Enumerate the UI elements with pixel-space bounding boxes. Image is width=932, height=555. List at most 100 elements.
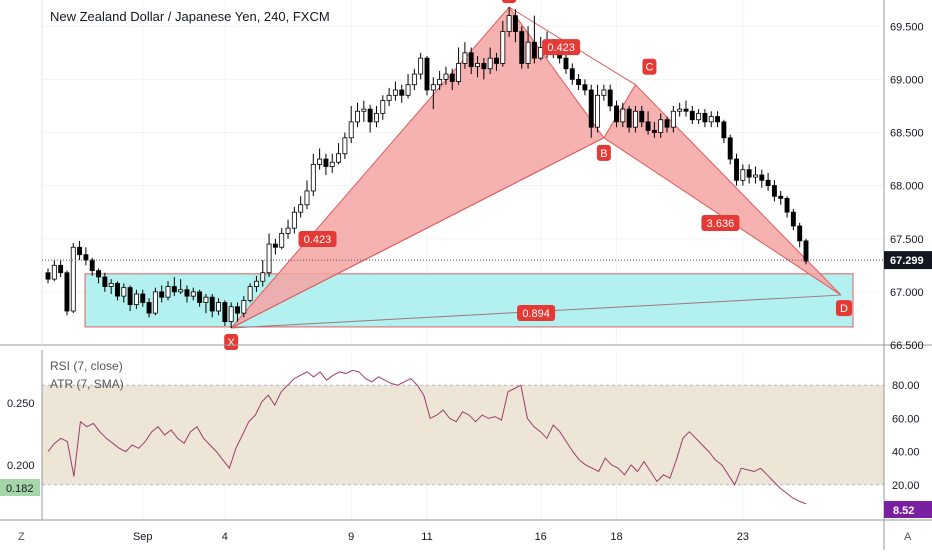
candle-body — [241, 299, 247, 314]
atr-axis-label: 0.250 — [7, 398, 35, 410]
price-axis-label: 67.500 — [890, 234, 924, 246]
candle-body — [664, 119, 670, 128]
candle-body — [51, 264, 57, 280]
candle-body — [115, 282, 120, 297]
candle-body — [525, 41, 531, 64]
candle-body — [329, 161, 335, 167]
candle-body — [348, 121, 354, 139]
point-label-d: D — [840, 303, 848, 315]
point-label-c: C — [645, 62, 653, 74]
candle-body — [576, 78, 582, 86]
xb-line — [230, 137, 605, 329]
candle-body — [715, 116, 721, 123]
candle-body — [266, 243, 272, 274]
candle-body — [437, 78, 443, 86]
candle-body — [734, 158, 739, 181]
candle-body — [89, 259, 95, 272]
point-label-b-bg — [596, 144, 611, 161]
candle-body — [140, 293, 146, 303]
candle-body — [216, 302, 222, 312]
candle-body — [298, 204, 304, 213]
candle-body — [399, 89, 405, 96]
candle-body — [487, 57, 493, 70]
candle-body — [336, 153, 342, 163]
candle-body — [759, 174, 765, 181]
candle-body — [70, 246, 76, 312]
candle-body — [355, 110, 360, 123]
candle-body — [77, 246, 83, 256]
candle-body — [468, 52, 474, 68]
candle-body — [272, 243, 278, 248]
rsi-value-badge — [884, 501, 932, 518]
candle-body — [683, 108, 689, 112]
candle-body — [253, 280, 259, 287]
candle-body — [595, 94, 601, 128]
ratio-label-ac-bg — [542, 39, 581, 56]
candle-body — [449, 73, 455, 82]
candle-body — [386, 94, 392, 102]
candle-body — [670, 110, 676, 128]
time-axis-label: Sep — [133, 531, 153, 543]
rsi-line — [47, 369, 807, 505]
ratio-label-bd-bg — [701, 215, 740, 231]
candle-body — [418, 57, 424, 75]
candle-body — [184, 289, 190, 297]
price-axis-label: 69.000 — [890, 74, 924, 86]
candle-body — [651, 129, 657, 133]
rsi-axis-label: 40.00 — [892, 447, 920, 459]
candle-body — [696, 112, 702, 121]
candle-body — [152, 291, 158, 314]
last-price-badge — [884, 251, 932, 270]
candle-body — [740, 169, 746, 181]
candle-body — [689, 110, 695, 121]
price-axis-label: 66.500 — [890, 340, 924, 352]
candle-body — [310, 163, 316, 192]
candle-body — [209, 296, 215, 312]
candle-body — [146, 302, 152, 314]
candle-body — [803, 240, 809, 262]
candle-body — [165, 286, 171, 298]
candle-body — [601, 89, 607, 96]
candle-body — [83, 254, 89, 261]
candle-body — [222, 302, 228, 323]
candle-body — [620, 108, 626, 123]
candle-body — [411, 73, 417, 86]
atr-value: 0.182 — [6, 483, 34, 495]
candle-body — [475, 63, 480, 68]
rsi-axis-label: 20.00 — [892, 480, 920, 492]
candle-body — [203, 296, 209, 303]
candle-body — [279, 233, 285, 248]
candle-body — [721, 121, 727, 139]
candle-body — [614, 105, 619, 123]
rsi-legend: RSI (7, close) — [50, 359, 123, 373]
rsi-axis-label: 80.00 — [892, 380, 920, 392]
candle-body — [285, 227, 291, 234]
candle-body — [159, 291, 165, 298]
time-axis-label: 18 — [610, 531, 622, 543]
candle-body — [96, 270, 101, 278]
candle-body — [519, 31, 525, 64]
point-label-a: A — [505, 0, 513, 2]
price-axis-label: 69.500 — [890, 21, 924, 33]
atr-axis-label: 0.200 — [7, 460, 35, 472]
candle-body — [632, 110, 638, 128]
candle-body — [102, 276, 108, 287]
last-price-value: 67.299 — [890, 255, 924, 267]
candle-body — [588, 89, 594, 128]
point-label-c-bg — [642, 58, 657, 75]
candle-body — [639, 110, 645, 123]
chart-title: New Zealand Dollar / Japanese Yen, 240, … — [50, 9, 330, 24]
time-axis-label: 9 — [348, 531, 354, 543]
candle-body — [361, 108, 367, 112]
candle-body — [374, 112, 379, 123]
candle-body — [797, 225, 803, 242]
candle-body — [771, 185, 777, 197]
candle-body — [456, 63, 462, 82]
candle-body — [424, 57, 430, 91]
candle-body — [677, 108, 683, 112]
candle-body — [658, 119, 664, 133]
candle-body — [531, 41, 537, 59]
point-label-x-bg — [224, 334, 239, 350]
